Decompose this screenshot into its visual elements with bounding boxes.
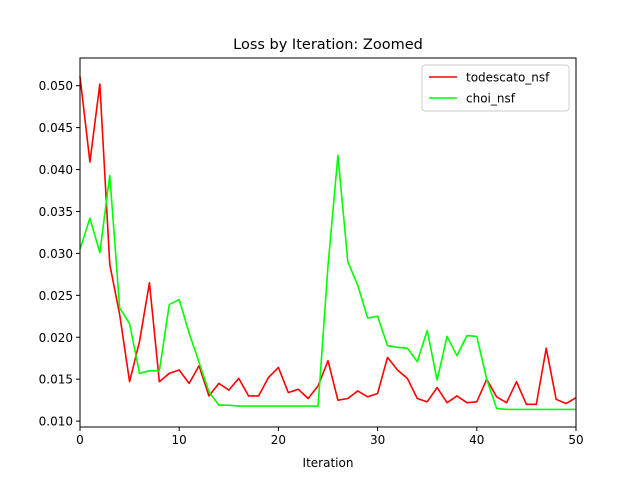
x-tick-label: 20 bbox=[271, 433, 286, 447]
x-tick-label: 40 bbox=[469, 433, 484, 447]
y-tick-label: 0.030 bbox=[39, 247, 73, 261]
y-tick-label: 0.010 bbox=[39, 415, 73, 429]
axes: 0 10 20 30 40 50 0.010 0.015 0.020 0.025 0.030 0.03… bbox=[39, 57, 584, 447]
y-tick-label: 0.025 bbox=[39, 289, 73, 303]
y-tick-label: 0.040 bbox=[39, 163, 73, 177]
legend: todescato_nsf choi_nsf bbox=[421, 64, 570, 112]
y-tick-label: 0.020 bbox=[39, 331, 73, 345]
x-tick-label: 10 bbox=[172, 433, 187, 447]
y-tick-label: 0.035 bbox=[39, 205, 73, 219]
y-tick-label: 0.015 bbox=[39, 373, 73, 387]
legend-box bbox=[421, 64, 570, 112]
series-line-choi-nsf bbox=[79, 154, 576, 411]
y-tick-label: 0.045 bbox=[39, 121, 73, 135]
chart-title: Loss by Iteration: Zoomed bbox=[233, 37, 423, 53]
y-tick-label: 0.050 bbox=[39, 79, 73, 93]
plot-area bbox=[79, 76, 577, 411]
legend-label-todescato-nsf: todescato_nsf bbox=[466, 71, 550, 85]
series-line-todescato-nsf bbox=[79, 76, 577, 406]
x-tick-label: 0 bbox=[76, 433, 84, 447]
plot-frame bbox=[79, 57, 577, 428]
x-tick-label: 50 bbox=[568, 433, 583, 447]
x-axis-label: Iteration bbox=[303, 456, 354, 470]
legend-label-choi-nsf: choi_nsf bbox=[466, 92, 516, 106]
x-tick-label: 30 bbox=[370, 433, 385, 447]
